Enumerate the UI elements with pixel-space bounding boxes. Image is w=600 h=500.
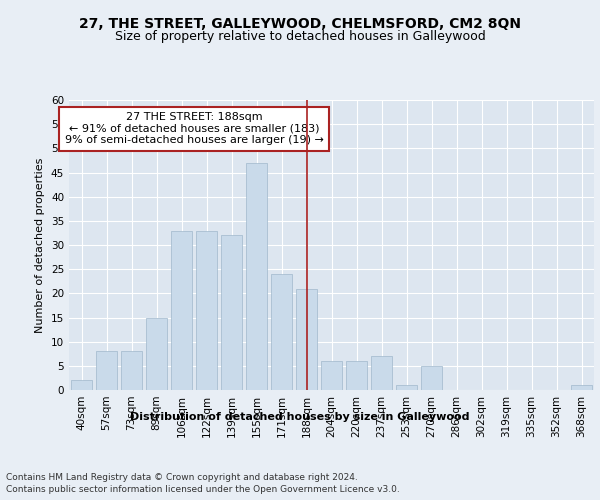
Bar [321, 361, 342, 390]
Bar [146, 318, 167, 390]
Bar [296, 288, 317, 390]
Bar [221, 236, 242, 390]
Text: 27, THE STREET, GALLEYWOOD, CHELMSFORD, CM2 8QN: 27, THE STREET, GALLEYWOOD, CHELMSFORD, … [79, 18, 521, 32]
Text: Contains HM Land Registry data © Crown copyright and database right 2024.: Contains HM Land Registry data © Crown c… [6, 472, 358, 482]
Bar [71, 380, 92, 390]
Bar [96, 352, 117, 390]
Bar [396, 385, 417, 390]
Bar [371, 356, 392, 390]
Bar [171, 230, 192, 390]
Text: 27 THE STREET: 188sqm
← 91% of detached houses are smaller (183)
9% of semi-deta: 27 THE STREET: 188sqm ← 91% of detached … [65, 112, 323, 146]
Bar [421, 366, 442, 390]
Text: Contains public sector information licensed under the Open Government Licence v3: Contains public sector information licen… [6, 485, 400, 494]
Text: Size of property relative to detached houses in Galleywood: Size of property relative to detached ho… [115, 30, 485, 43]
Bar [246, 163, 267, 390]
Y-axis label: Number of detached properties: Number of detached properties [35, 158, 46, 332]
Bar [121, 352, 142, 390]
Bar [571, 385, 592, 390]
Text: Distribution of detached houses by size in Galleywood: Distribution of detached houses by size … [130, 412, 470, 422]
Bar [346, 361, 367, 390]
Bar [271, 274, 292, 390]
Bar [196, 230, 217, 390]
